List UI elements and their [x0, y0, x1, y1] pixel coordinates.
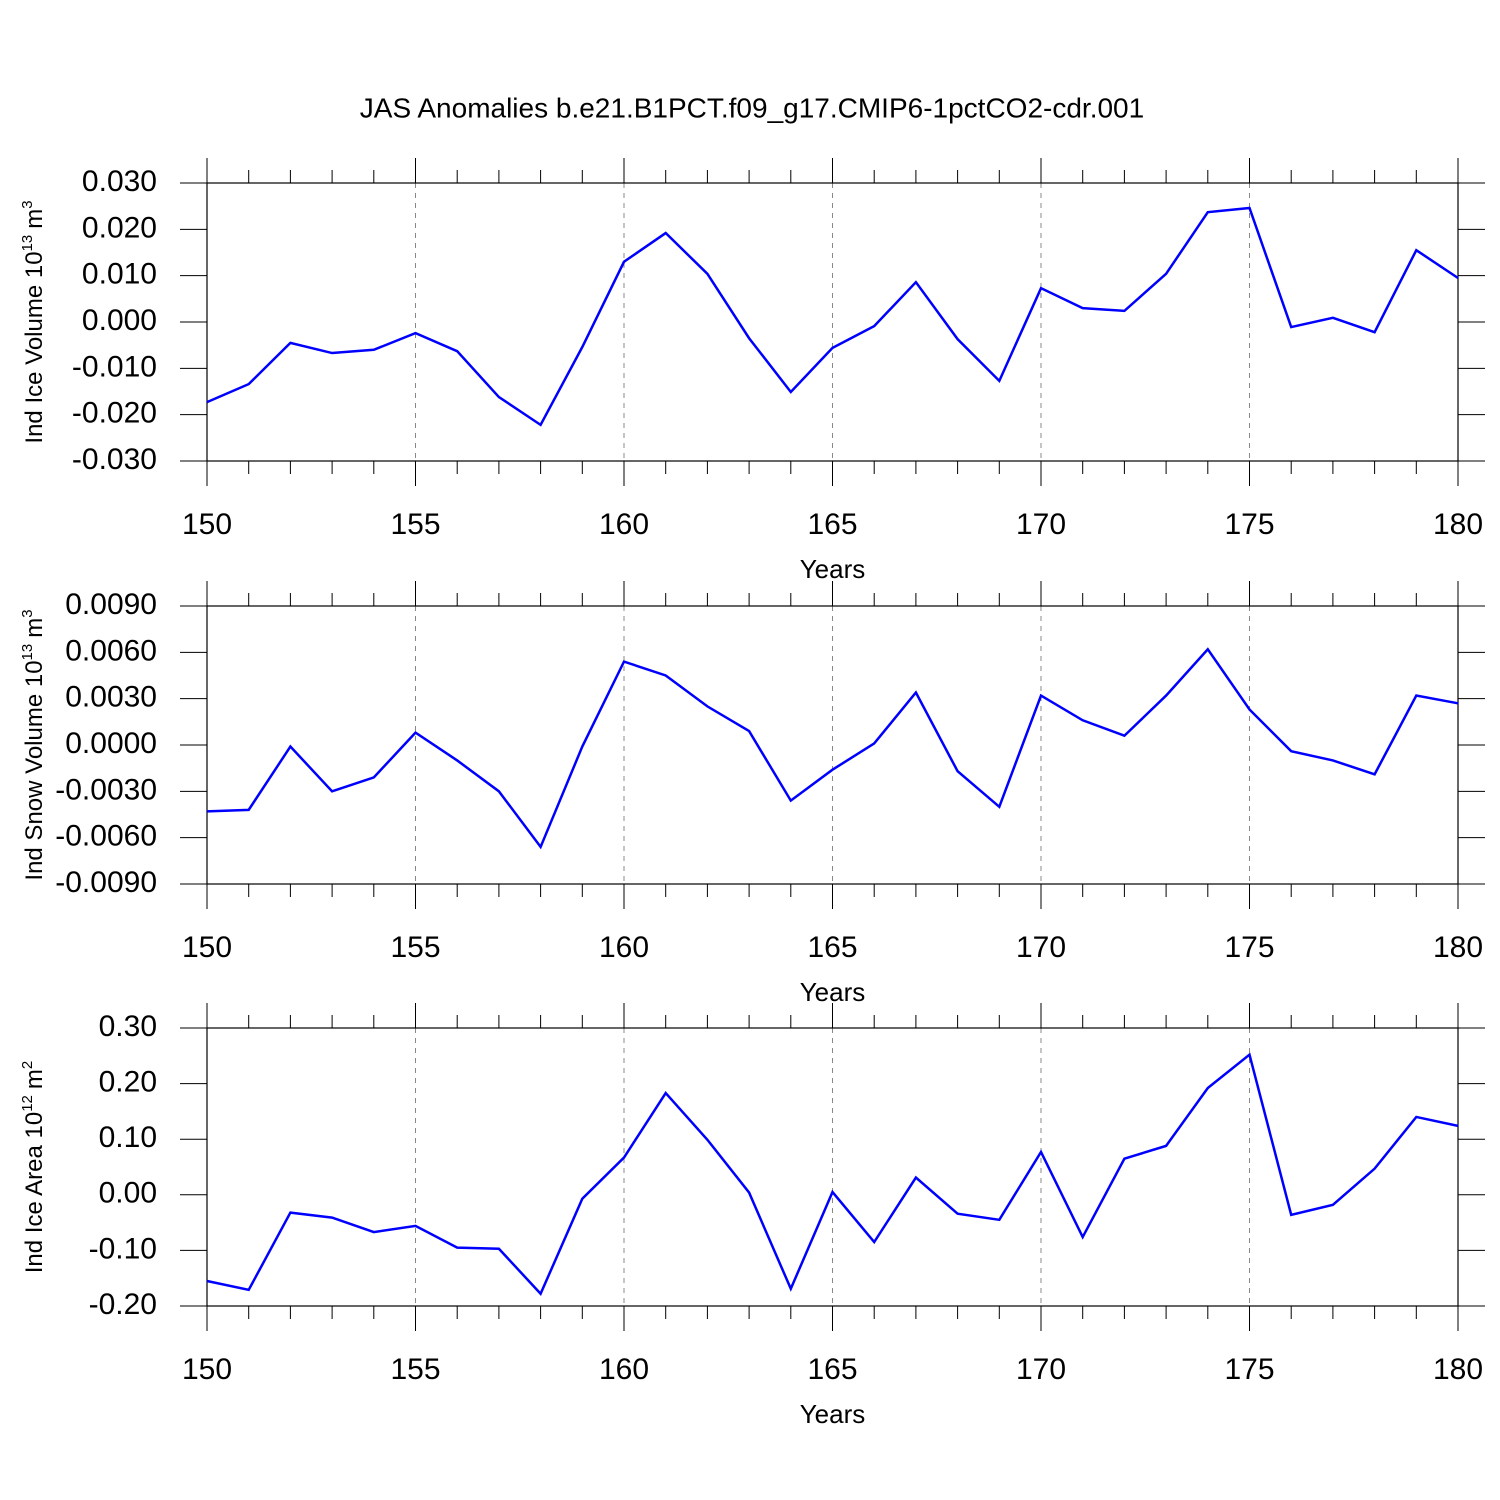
y-tick-label: 0.010: [82, 258, 157, 291]
y-label-text: Ind Ice Area 10: [21, 1112, 48, 1273]
y-label-unit: m: [21, 618, 48, 638]
y-tick-label: -0.0090: [55, 866, 157, 899]
data-line: [206, 647, 1459, 850]
x-tick-label: 175: [1224, 508, 1274, 541]
x-tick-label: 180: [1433, 508, 1483, 541]
y-tick-label: 0.000: [82, 304, 157, 337]
y-label-text: Ind Snow Volume 10: [21, 660, 48, 880]
y-tick-label: 0.0090: [65, 588, 157, 621]
x-axis-label: Years: [800, 1399, 866, 1429]
x-tick-label: 170: [1016, 1353, 1066, 1386]
data-line: [206, 1052, 1459, 1297]
y-tick-label: 0.20: [99, 1066, 157, 1099]
x-tick-label: 150: [182, 508, 232, 541]
chart-title: JAS Anomalies b.e21.B1PCT.f09_g17.CMIP6-…: [360, 92, 1144, 123]
y-label-exponent: 12: [19, 1095, 36, 1112]
x-tick-label: 155: [390, 1353, 440, 1386]
data-line: [206, 206, 1459, 427]
x-tick-label: 160: [599, 508, 649, 541]
y-axis-label: Ind Ice Volume 1013 m3: [19, 200, 48, 443]
x-tick-label: 155: [390, 931, 440, 964]
y-tick-label: -0.20: [89, 1288, 157, 1321]
y-tick-label: -0.010: [72, 350, 157, 383]
y-tick-label: 0.0060: [65, 634, 157, 667]
y-tick-label: 0.30: [99, 1010, 157, 1043]
y-tick-label: 0.030: [82, 165, 157, 198]
y-tick-label: 0.020: [82, 211, 157, 244]
x-tick-label: 170: [1016, 931, 1066, 964]
x-axis-label: Years: [800, 977, 866, 1007]
x-tick-label: 175: [1224, 1353, 1274, 1386]
y-tick-label: 0.00: [99, 1177, 157, 1210]
x-tick-label: 180: [1433, 931, 1483, 964]
x-tick-label: 175: [1224, 931, 1274, 964]
y-tick-label: -0.020: [72, 397, 157, 430]
y-label-exponent: 13: [19, 235, 36, 252]
x-tick-label: 160: [599, 1353, 649, 1386]
y-tick-label: -0.0030: [55, 773, 157, 806]
x-tick-label: 165: [807, 508, 857, 541]
y-label-text: Ind Ice Volume 10: [21, 251, 48, 443]
x-tick-label: 155: [390, 508, 440, 541]
x-tick-label: 150: [182, 1353, 232, 1386]
y-tick-label: 0.0030: [65, 681, 157, 714]
x-tick-label: 160: [599, 931, 649, 964]
y-label-unit-exponent: 3: [19, 200, 36, 208]
y-label-unit: m: [21, 209, 48, 229]
y-axis-label: Ind Snow Volume 1013 m3: [19, 609, 48, 880]
y-tick-label: -0.030: [72, 443, 157, 476]
y-tick-label: 0.10: [99, 1121, 157, 1154]
y-label-exponent: 13: [19, 644, 36, 661]
y-label-unit-exponent: 2: [19, 1061, 36, 1069]
x-tick-label: 165: [807, 1353, 857, 1386]
y-label-unit: m: [21, 1069, 48, 1089]
y-tick-label: -0.0060: [55, 820, 157, 853]
y-axis-label: Ind Ice Area 1012 m2: [19, 1061, 48, 1273]
x-tick-label: 165: [807, 931, 857, 964]
x-tick-label: 180: [1433, 1353, 1483, 1386]
y-tick-label: -0.10: [89, 1232, 157, 1265]
x-axis-label: Years: [800, 554, 866, 584]
x-tick-label: 150: [182, 931, 232, 964]
x-tick-label: 170: [1016, 508, 1066, 541]
y-tick-label: 0.0000: [65, 727, 157, 760]
y-label-unit-exponent: 3: [19, 609, 36, 617]
